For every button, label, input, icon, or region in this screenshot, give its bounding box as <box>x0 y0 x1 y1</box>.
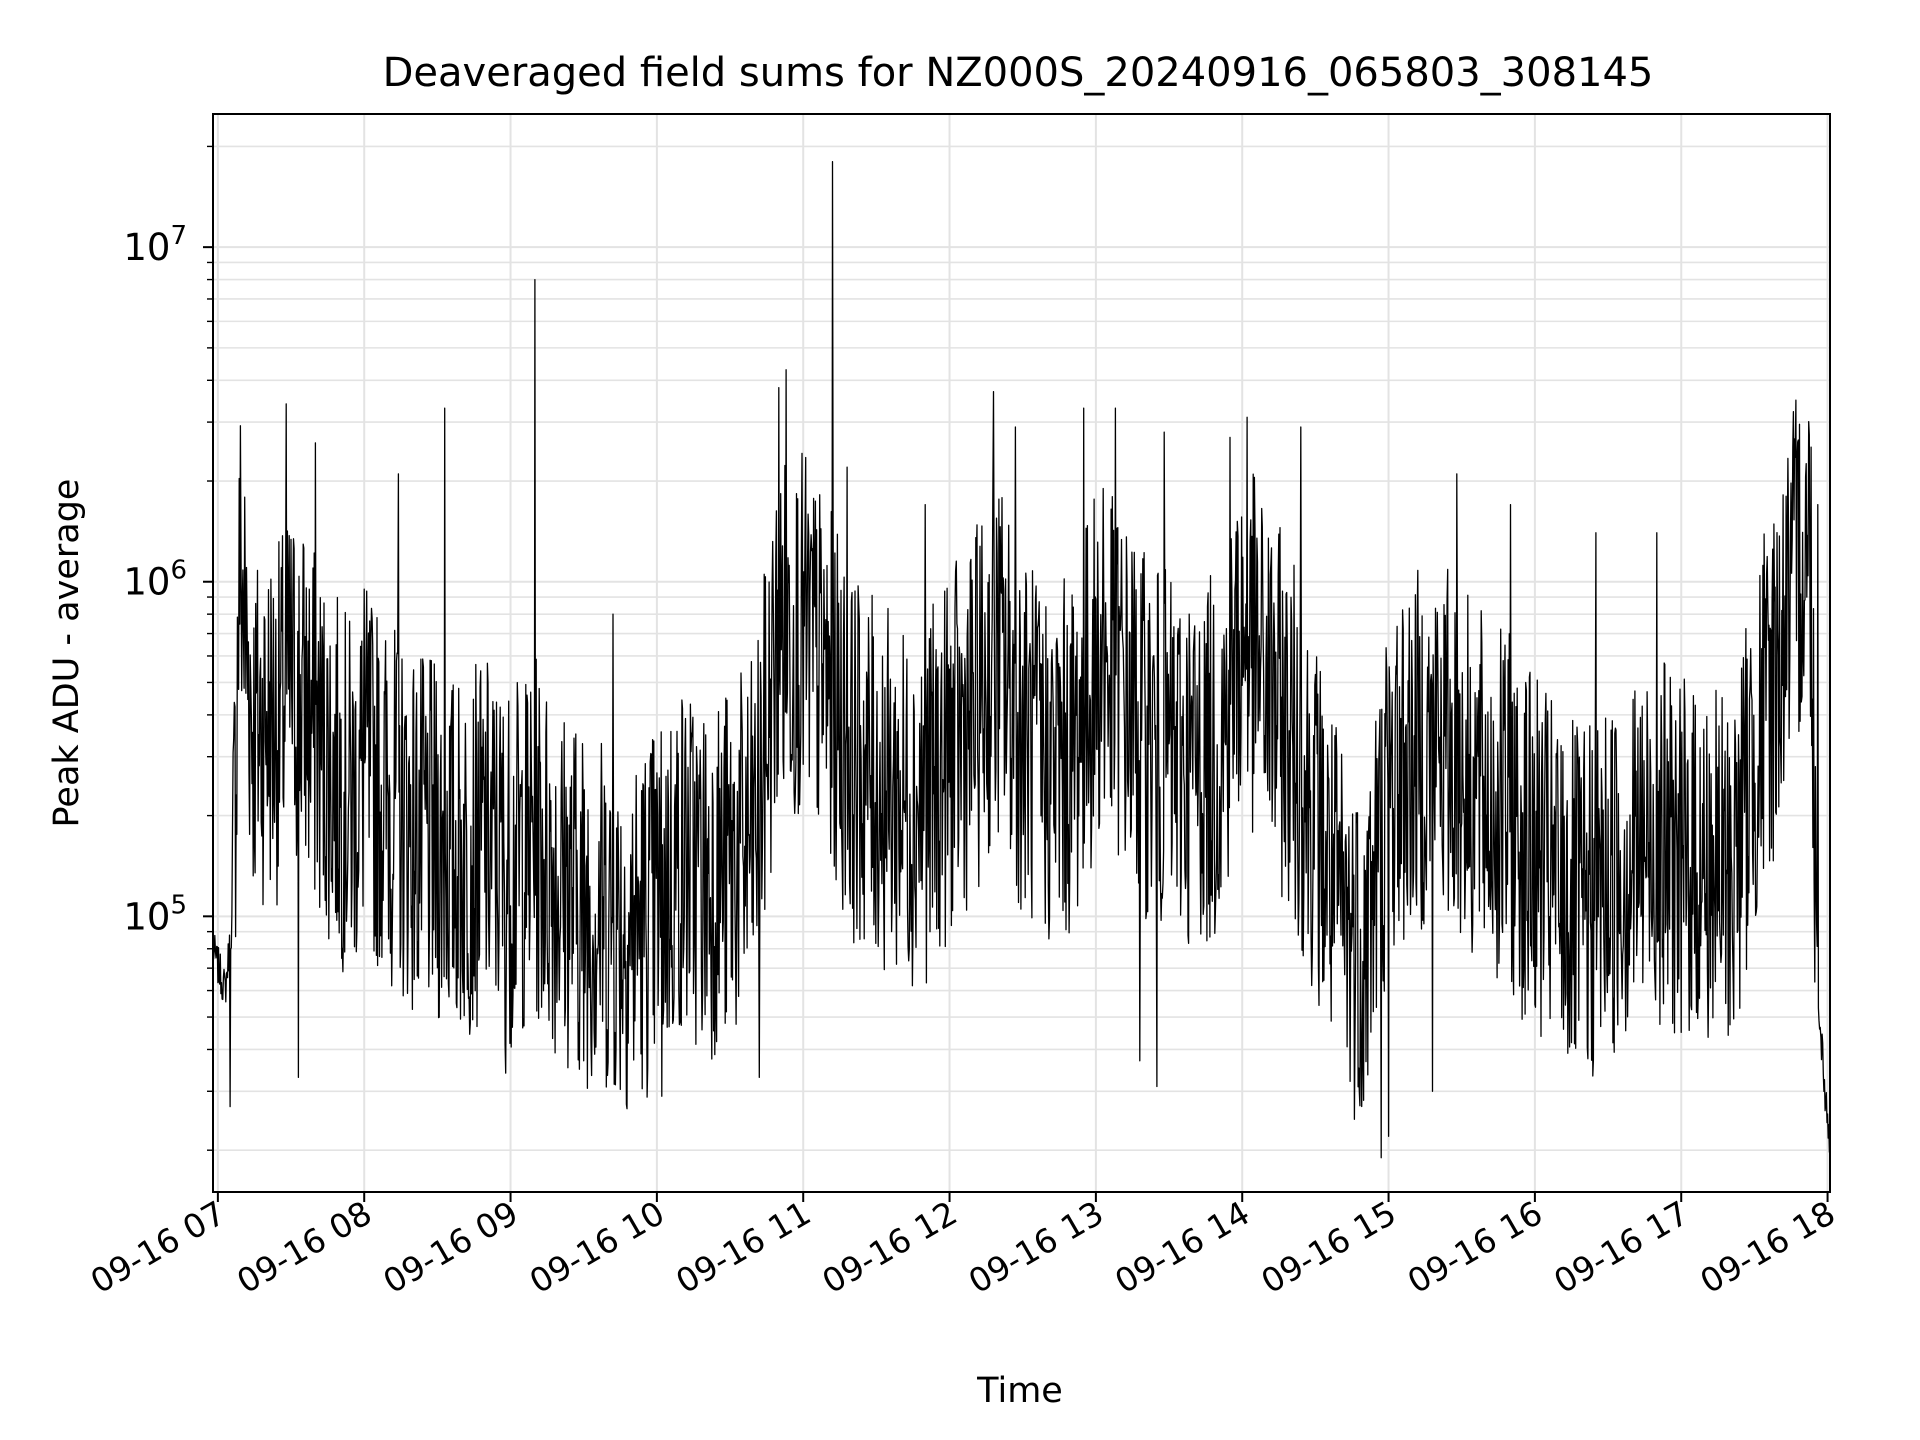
y-tick-base: 10 <box>123 895 170 938</box>
x-axis-label: Time <box>976 1371 1063 1411</box>
y-tick-exponent: 7 <box>170 221 187 251</box>
y-tick-label: 106 <box>123 556 187 604</box>
y-tick-exponent: 5 <box>170 890 187 920</box>
y-tick-exponent: 6 <box>170 556 187 586</box>
y-tick-label: 107 <box>123 221 187 269</box>
y-tick-base: 10 <box>123 226 170 269</box>
y-tick-label: 105 <box>123 890 187 938</box>
y-tick-base: 10 <box>123 561 170 604</box>
series-layer <box>212 161 1831 1159</box>
plot-frame <box>212 113 1831 1193</box>
data-series-line <box>212 161 1831 1159</box>
y-axis-label: Peak ADU - average <box>47 479 87 828</box>
chart-title: Deaveraged field sums for NZ000S_2024091… <box>383 50 1654 96</box>
